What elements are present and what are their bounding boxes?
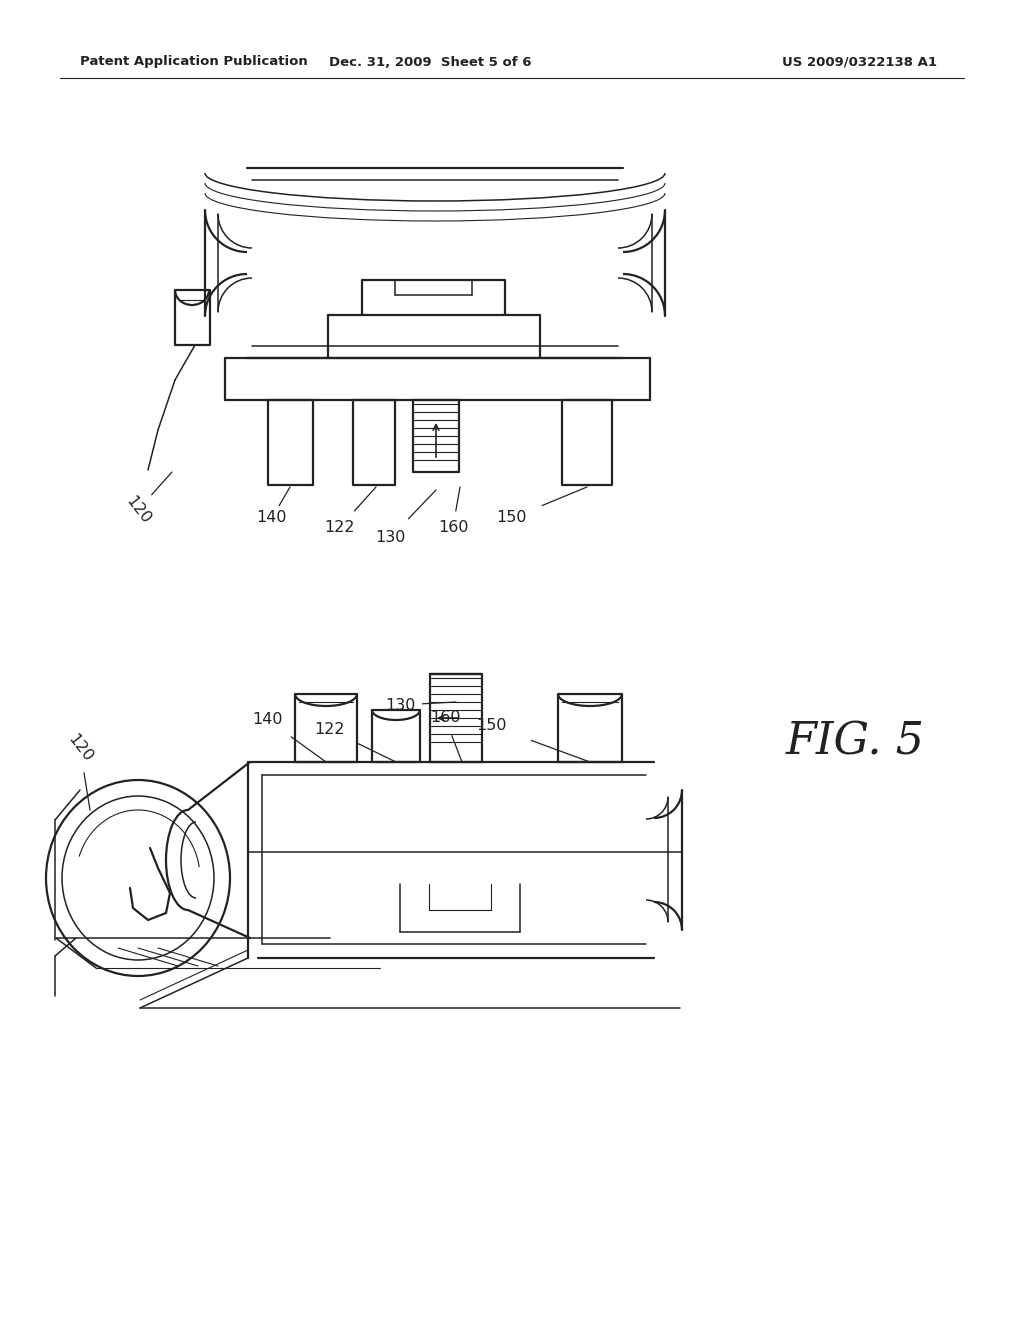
Text: Dec. 31, 2009  Sheet 5 of 6: Dec. 31, 2009 Sheet 5 of 6	[329, 55, 531, 69]
Text: 130: 130	[385, 697, 415, 713]
Text: 140: 140	[257, 511, 288, 525]
Text: 120: 120	[123, 494, 154, 527]
Text: 150: 150	[477, 718, 507, 734]
Text: 122: 122	[314, 722, 345, 738]
Text: 140: 140	[253, 713, 284, 727]
Text: 160: 160	[430, 710, 460, 726]
Text: Patent Application Publication: Patent Application Publication	[80, 55, 308, 69]
Text: 122: 122	[325, 520, 355, 535]
Text: 150: 150	[497, 511, 527, 525]
Text: 160: 160	[437, 520, 468, 535]
Text: 130: 130	[375, 531, 406, 545]
Text: US 2009/0322138 A1: US 2009/0322138 A1	[782, 55, 938, 69]
Text: 120: 120	[65, 731, 95, 764]
Text: FIG. 5: FIG. 5	[785, 721, 925, 763]
